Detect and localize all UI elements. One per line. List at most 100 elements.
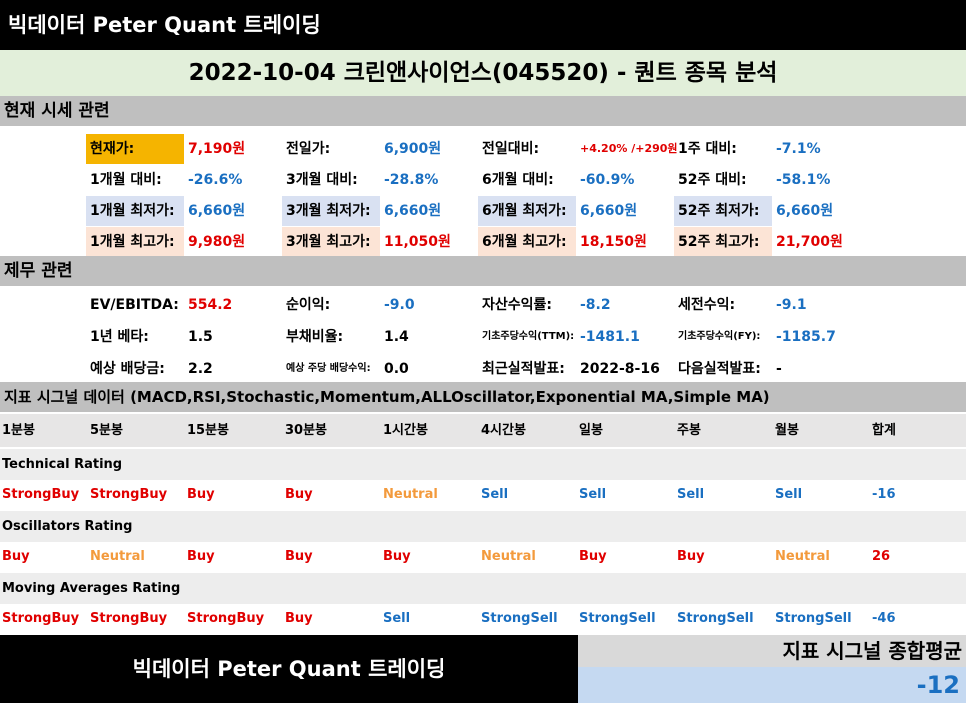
day-change-value: +4.20% /+290원 bbox=[580, 142, 678, 155]
net-income-value: -9.0 bbox=[384, 297, 415, 313]
last-earnings-value: 2022-8-16 bbox=[580, 361, 660, 377]
signal-rating-cell: Sell bbox=[383, 611, 411, 626]
m1-change-value: -26.6% bbox=[188, 172, 243, 188]
signal-rating-cell: StrongBuy bbox=[2, 487, 80, 502]
roa-value: -8.2 bbox=[580, 297, 611, 313]
signal-column-header: 30분봉 bbox=[285, 423, 328, 438]
signal-rating-cell: Buy bbox=[187, 549, 215, 564]
current-price-label: 현재가: bbox=[86, 134, 184, 164]
expected-dividend-label: 예상 배당금: bbox=[90, 361, 165, 377]
signal-rating-cell: Buy bbox=[285, 611, 313, 626]
signal-rating-cell: Sell bbox=[677, 487, 705, 502]
signal-rating-cell: Sell bbox=[579, 487, 607, 502]
m1-low-label: 1개월 최저가: bbox=[86, 196, 184, 226]
eps-ttm-label: 기초주당수익(TTM): bbox=[482, 331, 575, 342]
week-change-value: -7.1% bbox=[776, 141, 821, 157]
m1-high-label: 1개월 최고가: bbox=[86, 227, 184, 257]
pretax-income-label: 세전수익: bbox=[678, 297, 736, 313]
ev-ebitda-label: EV/EBITDA: bbox=[90, 297, 179, 313]
signal-rating-cell: Sell bbox=[775, 487, 803, 502]
debt-ratio-label: 부채비율: bbox=[286, 329, 344, 345]
signal-rating-cell: Sell bbox=[481, 487, 509, 502]
signal-rating-cell: Buy bbox=[187, 487, 215, 502]
signal-column-header: 1분봉 bbox=[2, 423, 35, 438]
section-heading-signals: 지표 시그널 데이터 (MACD,RSI,Stochastic,Momentum… bbox=[0, 382, 966, 412]
debt-ratio-value: 1.4 bbox=[384, 329, 409, 345]
m6-low-value: 6,660원 bbox=[580, 203, 638, 219]
signal-column-header: 일봉 bbox=[579, 423, 603, 438]
signal-rating-cell: -46 bbox=[872, 611, 896, 626]
ev-ebitda-value: 554.2 bbox=[188, 297, 233, 313]
eps-fy-label: 기초주당수익(FY): bbox=[678, 331, 761, 342]
eps-fy-value: -1185.7 bbox=[776, 329, 836, 345]
technical-rating-row bbox=[0, 480, 966, 511]
dividend-yield-label: 예상 주당 배당수익: bbox=[286, 363, 371, 374]
oscillators-rating-row bbox=[0, 542, 966, 573]
beta-label: 1년 베타: bbox=[90, 329, 149, 345]
signal-rating-cell: StrongBuy bbox=[187, 611, 265, 626]
expected-dividend-value: 2.2 bbox=[188, 361, 213, 377]
signal-rating-cell: Buy bbox=[285, 549, 313, 564]
signal-rating-cell: Buy bbox=[383, 549, 411, 564]
signal-rating-cell: StrongSell bbox=[579, 611, 656, 626]
section-heading-finance: 제무 관련 bbox=[0, 256, 966, 286]
net-income-label: 순이익: bbox=[286, 297, 331, 313]
m6-high-label: 6개월 최고가: bbox=[478, 227, 576, 257]
m6-change-label: 6개월 대비: bbox=[482, 172, 554, 188]
m6-low-label: 6개월 최저가: bbox=[478, 196, 576, 226]
eps-ttm-value: -1481.1 bbox=[580, 329, 640, 345]
signal-rating-cell: StrongSell bbox=[677, 611, 754, 626]
m3-high-label: 3개월 최고가: bbox=[282, 227, 380, 257]
signal-rating-cell: 26 bbox=[872, 549, 891, 564]
m3-change-label: 3개월 대비: bbox=[286, 172, 358, 188]
signal-rating-cell: Neutral bbox=[481, 549, 536, 564]
signal-column-header: 합계 bbox=[872, 423, 896, 438]
oscillators-rating-label: Oscillators Rating bbox=[0, 511, 966, 542]
bottom-brand-bar: 빅데이터 Peter Quant 트레이딩 bbox=[0, 635, 578, 703]
next-earnings-value: - bbox=[776, 361, 782, 377]
w52-low-label: 52주 최저가: bbox=[674, 196, 772, 226]
next-earnings-label: 다음실적발표: bbox=[678, 361, 761, 377]
signal-column-header: 월봉 bbox=[775, 423, 799, 438]
w52-high-value: 21,700원 bbox=[776, 234, 843, 250]
signal-rating-cell: Buy bbox=[579, 549, 607, 564]
signal-average-label: 지표 시그널 종합평균 bbox=[578, 635, 966, 667]
signal-column-header: 1시간봉 bbox=[383, 423, 428, 438]
w52-change-label: 52주 대비: bbox=[678, 172, 747, 188]
signal-rating-cell: Buy bbox=[2, 549, 30, 564]
moving-averages-rating-label: Moving Averages Rating bbox=[0, 573, 966, 604]
top-brand-bar: 빅데이터 Peter Quant 트레이딩 bbox=[0, 0, 966, 50]
week-change-label: 1주 대비: bbox=[678, 141, 737, 157]
section-heading-price: 현재 시세 관련 bbox=[0, 96, 966, 126]
moving-averages-rating-row bbox=[0, 604, 966, 635]
signal-rating-cell: -16 bbox=[872, 487, 896, 502]
current-price-value: 7,190원 bbox=[188, 141, 246, 157]
m3-high-value: 11,050원 bbox=[384, 234, 451, 250]
day-change-label: 전일대비: bbox=[482, 141, 540, 157]
signal-column-header-row bbox=[0, 414, 966, 447]
signal-rating-cell: StrongSell bbox=[775, 611, 852, 626]
m3-low-value: 6,660원 bbox=[384, 203, 442, 219]
beta-value: 1.5 bbox=[188, 329, 213, 345]
signal-rating-cell: Buy bbox=[677, 549, 705, 564]
dividend-yield-value: 0.0 bbox=[384, 361, 409, 377]
technical-rating-label: Technical Rating bbox=[0, 449, 966, 480]
brand-title: 빅데이터 Peter Quant 트레이딩 bbox=[8, 13, 321, 37]
prev-price-label: 전일가: bbox=[286, 141, 331, 157]
m1-low-value: 6,660원 bbox=[188, 203, 246, 219]
signal-rating-cell: StrongBuy bbox=[90, 611, 168, 626]
m3-low-label: 3개월 최저가: bbox=[282, 196, 380, 226]
page-title: 2022-10-04 크린앤사이언스(045520) - 퀀트 종목 분석 bbox=[0, 50, 966, 96]
signal-rating-cell: StrongBuy bbox=[90, 487, 168, 502]
signal-column-header: 4시간봉 bbox=[481, 423, 526, 438]
m6-high-value: 18,150원 bbox=[580, 234, 647, 250]
signal-rating-cell: StrongBuy bbox=[2, 611, 80, 626]
roa-label: 자산수익률: bbox=[482, 297, 552, 313]
signal-column-header: 5분봉 bbox=[90, 423, 123, 438]
w52-low-value: 6,660원 bbox=[776, 203, 834, 219]
signal-average-value: -12 bbox=[578, 667, 966, 703]
m1-high-value: 9,980원 bbox=[188, 234, 246, 250]
signal-column-header: 15분봉 bbox=[187, 423, 230, 438]
w52-high-label: 52주 최고가: bbox=[674, 227, 772, 257]
pretax-income-value: -9.1 bbox=[776, 297, 807, 313]
